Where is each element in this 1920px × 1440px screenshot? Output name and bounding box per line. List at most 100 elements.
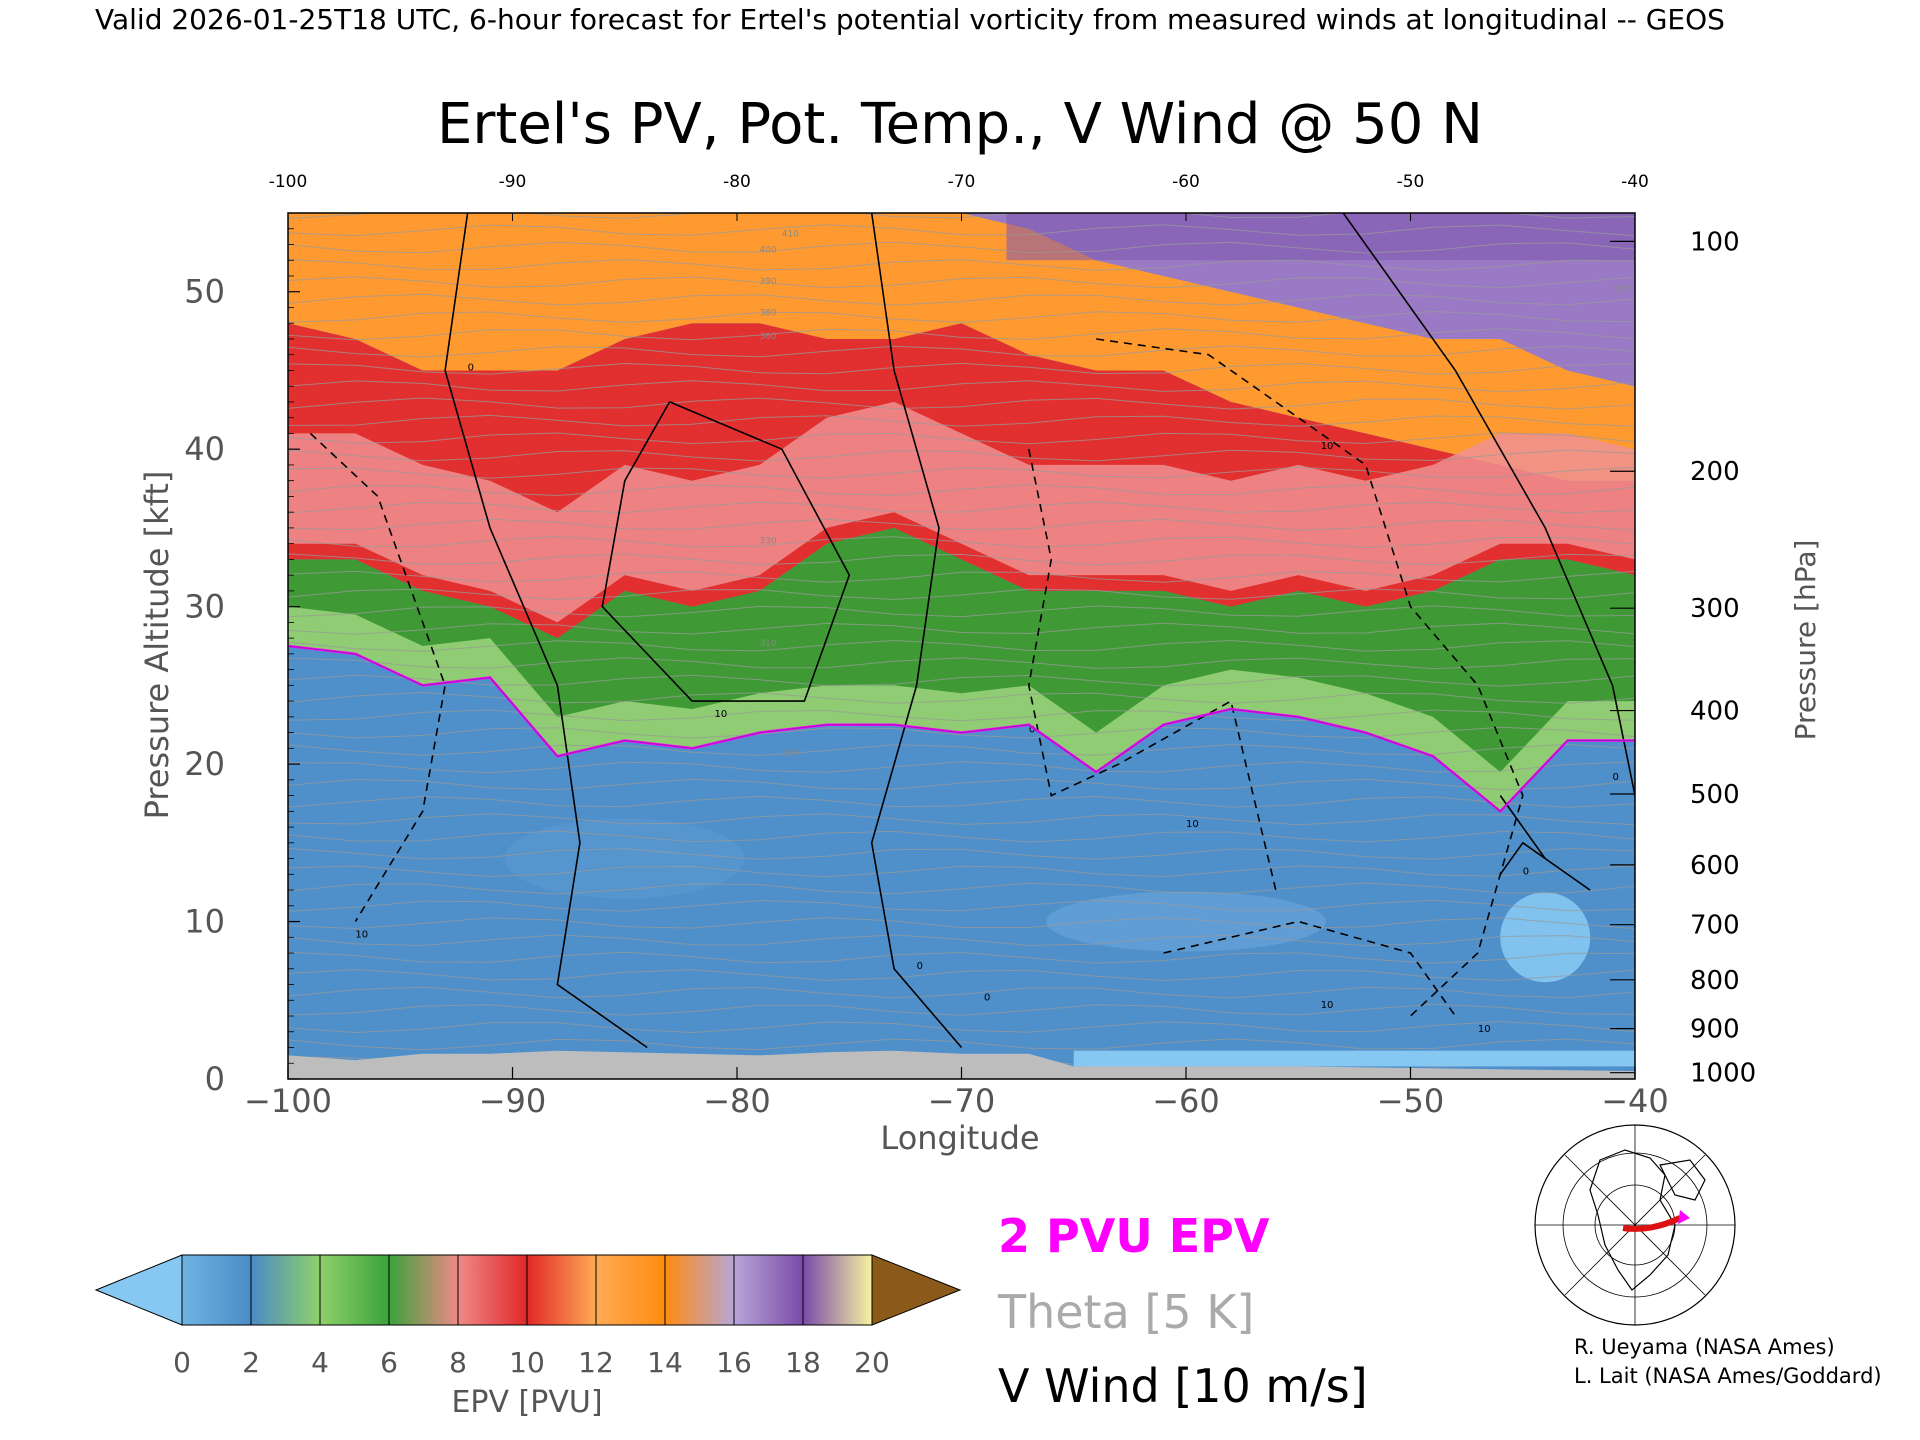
theta-contour-label: 290 — [782, 749, 799, 759]
colorbar-tick-label: 0 — [173, 1346, 191, 1379]
theta-contour — [288, 466, 1635, 479]
colorbar-over-triangle — [871, 1254, 962, 1326]
colorbar-tick-label: 18 — [785, 1346, 821, 1379]
theta-contour — [288, 847, 1635, 860]
colorbar-tick-label: 16 — [716, 1346, 752, 1379]
theta-contour — [288, 293, 1635, 306]
vwind-contour-ten-3 — [1096, 338, 1524, 1017]
y-tick-label: 20 — [184, 745, 225, 783]
colorbar-segment — [388, 1254, 459, 1326]
vwind-contour-zero-1 — [444, 213, 648, 1049]
pressure-tick-label: 1000 — [1690, 1059, 1756, 1089]
y-axis-label: Pressure Altitude [kft] — [138, 471, 176, 820]
locator-coastlines — [1589, 1149, 1676, 1291]
x-tick-label: −50 — [1377, 1082, 1445, 1120]
chart-title: Ertel's PV, Pot. Temp., V Wind @ 50 N — [437, 92, 1483, 157]
top-tick-label: -100 — [269, 172, 308, 192]
colorbar-tick-label: 2 — [242, 1346, 260, 1379]
theta-contour — [288, 657, 1635, 670]
colorbar-under-triangle — [94, 1254, 183, 1326]
x-tick-label: −90 — [479, 1082, 547, 1120]
vwind-contour-label: 0 — [468, 362, 474, 373]
colorbar-segment — [250, 1254, 321, 1326]
vwind-contour-label: 10 — [355, 929, 368, 940]
legend-vwind: V Wind [10 m/s] — [998, 1359, 1368, 1413]
colorbar-segment — [664, 1254, 735, 1326]
epv-band-light-green — [288, 606, 1635, 812]
x-axis: −100 −90 −80 −70 −60 −50 −40 — [244, 1067, 1669, 1120]
vwind-contour-zero-2 — [870, 213, 963, 1049]
vwind-contour-label: 0 — [1613, 772, 1619, 783]
top-axis: -100 -90 -80 -70 -60 -50 -40 — [269, 172, 1649, 221]
legend-epv-2pvu: 2 PVU EPV — [998, 1209, 1270, 1263]
pressure-axis-label: Pressure [hPa] — [1789, 540, 1822, 741]
theta-contour — [288, 484, 1635, 497]
x-tick-label: −100 — [244, 1082, 332, 1120]
colorbar-tick-label: 10 — [509, 1346, 545, 1379]
legend-theta: Theta [5 K] — [997, 1285, 1254, 1339]
theta-contour — [288, 917, 1635, 930]
x-tick-label: −40 — [1601, 1082, 1669, 1120]
epv-blob-3 — [1500, 892, 1591, 983]
tropopause-2pvu — [288, 644, 1635, 814]
theta-contour — [288, 899, 1635, 912]
colorbar: 0 2 4 6 8 10 12 14 16 18 20 — [94, 1254, 962, 1379]
theta-contour-label: 310 — [759, 639, 776, 649]
vwind-contour-label: 10 — [1321, 441, 1334, 452]
vwind-contour-zero-3 — [1342, 213, 1635, 796]
pressure-axis: 1000 900 800 700 600 500 400 300 200 100 — [1610, 227, 1756, 1089]
theta-contour — [288, 761, 1635, 774]
theta-contour — [288, 674, 1635, 687]
theta-contour — [288, 328, 1635, 341]
theta-contour — [288, 258, 1635, 272]
vwind-contour-label: 10 — [715, 709, 728, 720]
theta-contour — [288, 934, 1635, 947]
top-tick-label: -90 — [499, 172, 527, 192]
y-tick-label: 50 — [184, 273, 225, 311]
theta-contour-label: 420 — [1613, 285, 1630, 295]
theta-contour-label: 410 — [782, 230, 799, 240]
x-tick-label: −80 — [703, 1082, 771, 1120]
theta-contour — [288, 795, 1635, 808]
colorbar-segment — [457, 1254, 528, 1326]
theta-contour — [288, 224, 1635, 237]
colorbar-tick-label: 4 — [311, 1346, 329, 1379]
colorbar-segment — [181, 1254, 252, 1326]
epv-blob-2 — [1046, 891, 1326, 952]
x-axis-label: Longitude — [880, 1119, 1039, 1157]
theta-contour — [288, 882, 1635, 895]
vwind-contour-label: 10 — [1321, 1000, 1334, 1011]
pressure-tick-label: 900 — [1690, 1015, 1740, 1045]
pressure-tick-label: 800 — [1690, 966, 1740, 996]
theta-contour — [288, 951, 1635, 964]
x-tick-label: −60 — [1152, 1082, 1220, 1120]
theta-contour — [288, 743, 1635, 756]
theta-contour — [288, 518, 1635, 531]
vwind-contour-label: 0 — [917, 961, 923, 972]
colorbar-tick-label: 6 — [380, 1346, 398, 1379]
theta-contour — [288, 830, 1635, 843]
theta-contour — [288, 726, 1635, 739]
theta-contour-label: 330 — [759, 537, 776, 547]
pressure-tick-label: 100 — [1690, 227, 1740, 257]
theta-contour — [288, 380, 1635, 393]
top-tick-label: -60 — [1172, 172, 1200, 192]
epv-band-3 — [288, 213, 1635, 481]
vwind-contour-ten-1 — [601, 401, 851, 702]
epv-purple-region — [1006, 213, 1635, 261]
locator-map — [1534, 1124, 1736, 1326]
theta-contour — [288, 345, 1635, 358]
vwind-contour-ten-5 — [1163, 920, 1457, 1017]
vwind-contour-ten-4 — [1027, 449, 1277, 891]
theta-contour — [288, 397, 1635, 410]
pressure-tick-label: 600 — [1690, 851, 1740, 881]
top-tick-label: -80 — [723, 172, 751, 192]
y-axis: 0 10 20 30 40 50 — [184, 228, 300, 1098]
plot-area: 290 310 330 360 380 390 400 410 420 0 0 0 10 10 10 10 1… — [288, 213, 1635, 1079]
locator-arrow — [1678, 1210, 1690, 1224]
vwind-contour-label: 0 — [1523, 866, 1529, 877]
theta-contour-label: 400 — [759, 245, 776, 255]
vwind-contour-zero-4 — [1499, 795, 1591, 891]
theta-contour — [288, 622, 1635, 635]
